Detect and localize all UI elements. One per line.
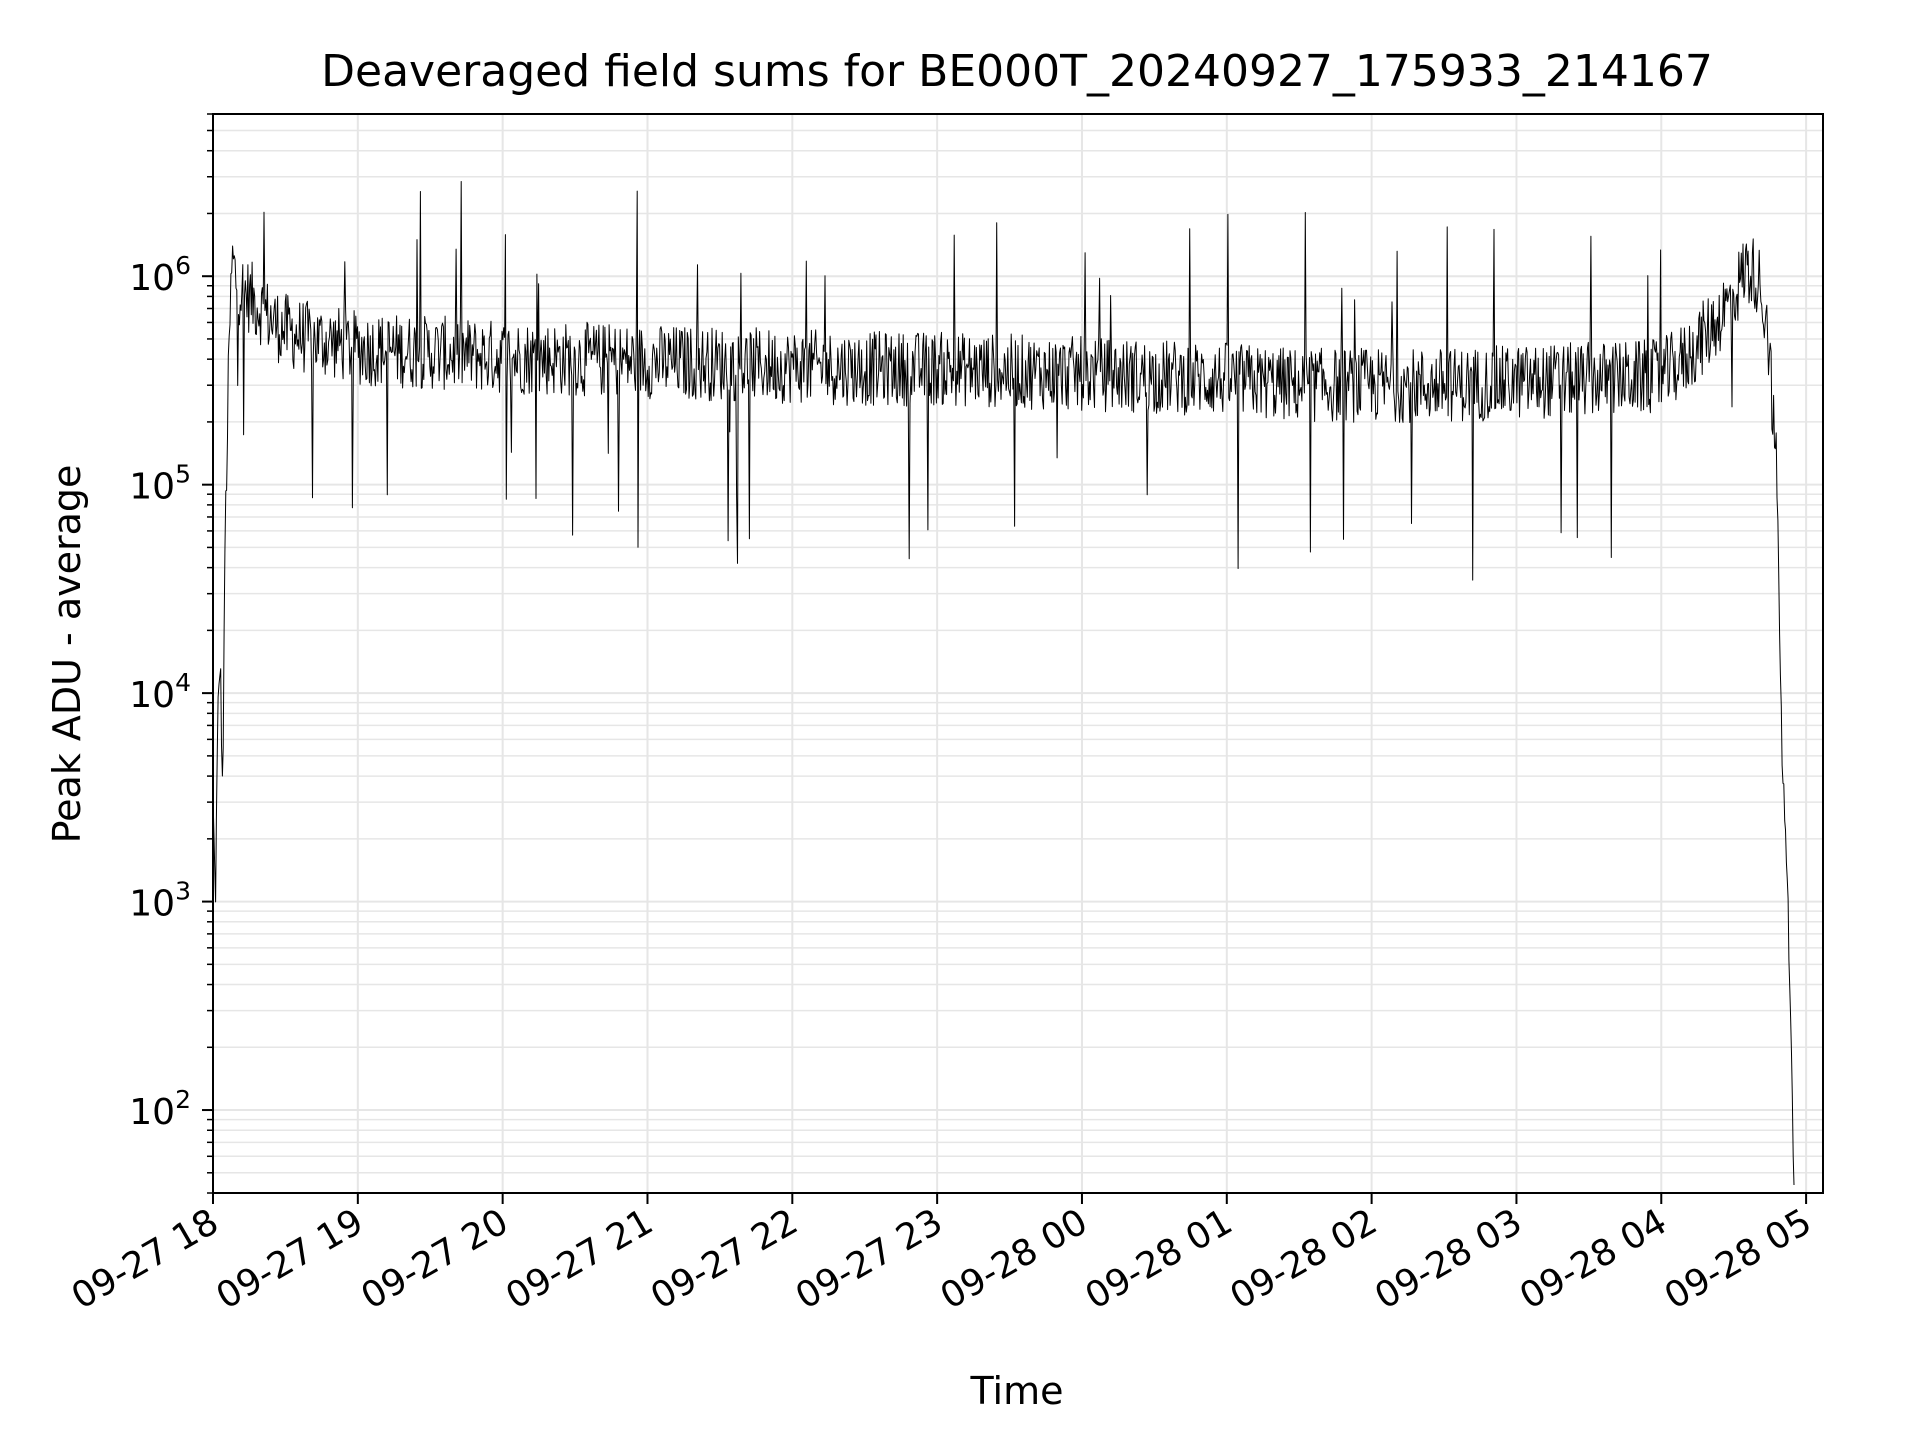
y-tick-label: 105	[129, 460, 191, 508]
series-line-0	[212, 181, 1795, 1186]
y-tick-label: 103	[129, 877, 191, 925]
y-tick-label: 102	[129, 1085, 191, 1133]
series-layer	[212, 181, 1795, 1186]
grid	[212, 113, 1823, 1194]
chart-title: Deaveraged field sums for BE000T_2024092…	[321, 46, 1713, 97]
x-axis-label: Time	[970, 1369, 1064, 1413]
y-axis-label: Peak ADU - average	[45, 465, 89, 844]
y-tick-label: 106	[129, 251, 191, 299]
y-tick-label: 104	[129, 668, 191, 716]
plot-frame	[212, 113, 1824, 1194]
y-axis: 102 103 104 105 106	[129, 113, 213, 1194]
